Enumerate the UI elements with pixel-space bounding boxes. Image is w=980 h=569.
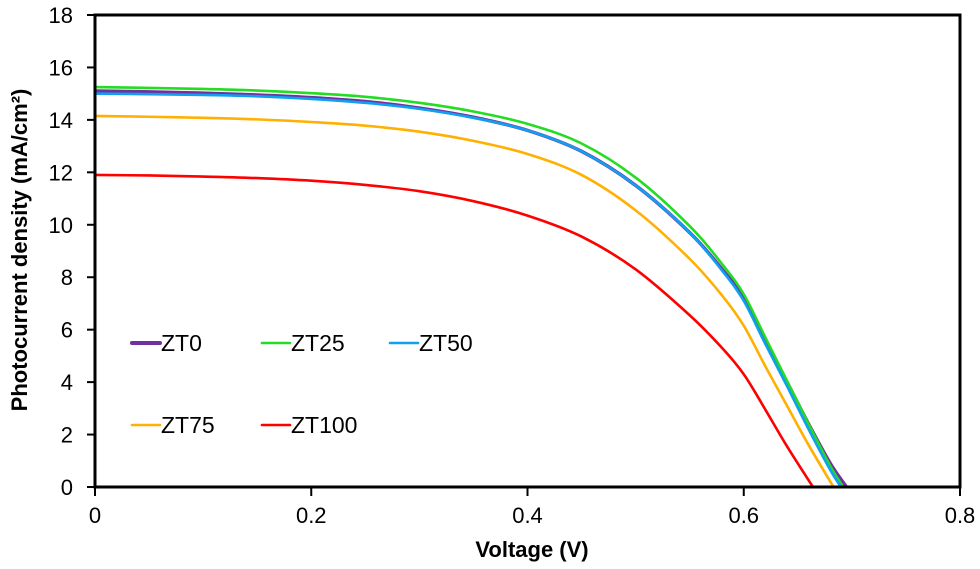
y-tick-label: 14 [49,108,73,133]
y-axis-title: Photocurrent density (mA/cm²) [7,89,32,412]
x-tick-label: 0.2 [296,503,327,528]
y-tick-label: 18 [49,3,73,28]
x-tick-label: 0 [89,503,101,528]
x-tick-label: 0.4 [512,503,543,528]
y-tick-label: 10 [49,213,73,238]
y-tick-label: 6 [61,318,73,343]
y-tick-label: 12 [49,160,73,185]
series-line-zt100 [94,173,815,488]
legend-item-zt0: ZT0 [130,330,202,356]
y-tick-label: 0 [61,475,73,500]
x-tick-label: 0.6 [728,503,759,528]
axes-layer: 0 2 4 6 8 10 12 14 16 18 0 0.2 0.4 0.6 0.8 [49,3,976,528]
y-tick-label: 16 [49,55,73,80]
legend-item-zt100: ZT100 [260,412,357,438]
series-line-zt25 [94,85,845,488]
series-line-zt75 [94,114,835,488]
legend-label: ZT100 [291,412,357,438]
legend-label: ZT75 [161,412,215,438]
legend: ZT0 ZT25 ZT50 ZT75 ZT100 [130,330,473,438]
series-layer [94,85,848,489]
legend-item-zt75: ZT75 [130,412,215,438]
y-tick-label: 4 [61,370,73,395]
y-tick-label: 2 [61,423,73,448]
legend-label: ZT25 [291,330,345,356]
x-tick-label: 0.8 [945,503,976,528]
legend-item-zt50: ZT50 [388,330,473,356]
legend-label: ZT0 [161,330,202,356]
series-line-zt50 [94,92,843,488]
legend-item-zt25: ZT25 [260,330,345,356]
x-axis-title: Voltage (V) [475,537,588,562]
legend-label: ZT50 [419,330,473,356]
y-tick-label: 8 [61,265,73,290]
